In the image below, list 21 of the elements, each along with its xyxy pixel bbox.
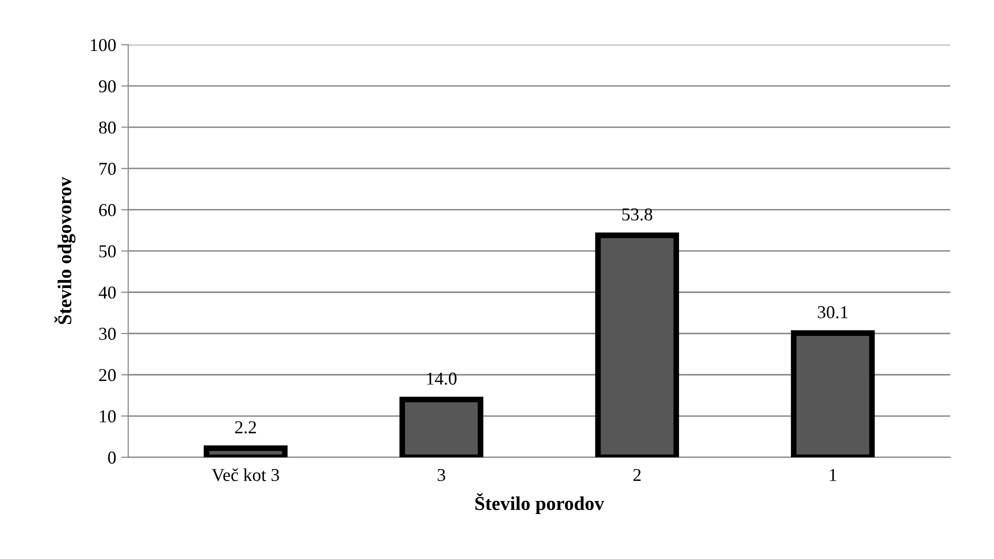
x-axis-title: Število porodov (475, 493, 604, 514)
y-tick-label: 20 (99, 369, 116, 382)
y-axis-title: Število odgovorov (54, 176, 76, 324)
data-label: 2.2 (235, 421, 256, 434)
y-tick-label: 40 (98, 286, 116, 299)
x-tick-label: 1 (830, 468, 836, 481)
x-tick-label: Več kot 3 (212, 468, 280, 482)
y-tick-label: 90 (98, 80, 116, 92)
data-label: 14.0 (427, 372, 456, 385)
x-tick-label: 3 (438, 468, 446, 482)
y-tick-label: 30 (99, 328, 116, 340)
y-tick-label: 80 (99, 121, 116, 134)
data-label: 53.8 (622, 208, 652, 221)
data-label: 30.1 (818, 306, 848, 318)
y-tick-label: 70 (100, 162, 116, 175)
y-tick-label: 0 (108, 452, 116, 464)
y-tick-label: 10 (100, 410, 116, 422)
x-tick-label: 2 (633, 468, 641, 481)
y-tick-label: 60 (99, 204, 116, 216)
y-tick-label: 100 (90, 38, 116, 52)
y-tick-label: 50 (99, 245, 116, 258)
